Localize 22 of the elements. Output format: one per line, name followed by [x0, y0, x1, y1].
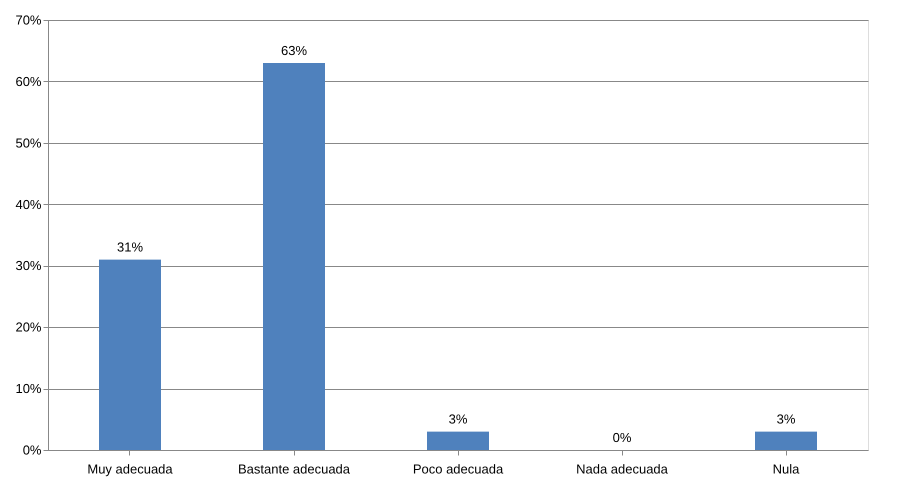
y-tick-label: 10%	[15, 381, 42, 396]
data-label: 63%	[280, 43, 308, 58]
data-label: 3%	[448, 412, 468, 427]
x-tick-label: Bastante adecuada	[238, 462, 351, 476]
x-tick-label: Nada adecuada	[576, 462, 669, 476]
bar	[755, 432, 817, 450]
y-tick-label: 30%	[15, 258, 42, 274]
y-tick-label: 50%	[15, 135, 42, 150]
bar	[99, 260, 161, 450]
y-tick-label: 70%	[15, 12, 42, 28]
data-label: 31%	[116, 240, 144, 255]
bar	[263, 63, 325, 450]
y-tick-label: 20%	[15, 320, 42, 335]
y-tick-label: 40%	[15, 196, 42, 212]
y-tick-label: 60%	[15, 74, 42, 89]
x-tick-label: Nula	[772, 462, 800, 476]
data-label: 3%	[776, 412, 796, 427]
data-label: 0%	[612, 430, 632, 445]
x-tick-label: Poco adecuada	[412, 462, 504, 476]
x-tick-label: Muy adecuada	[87, 462, 174, 476]
bar	[427, 432, 489, 450]
y-tick-label: 0%	[22, 442, 42, 458]
